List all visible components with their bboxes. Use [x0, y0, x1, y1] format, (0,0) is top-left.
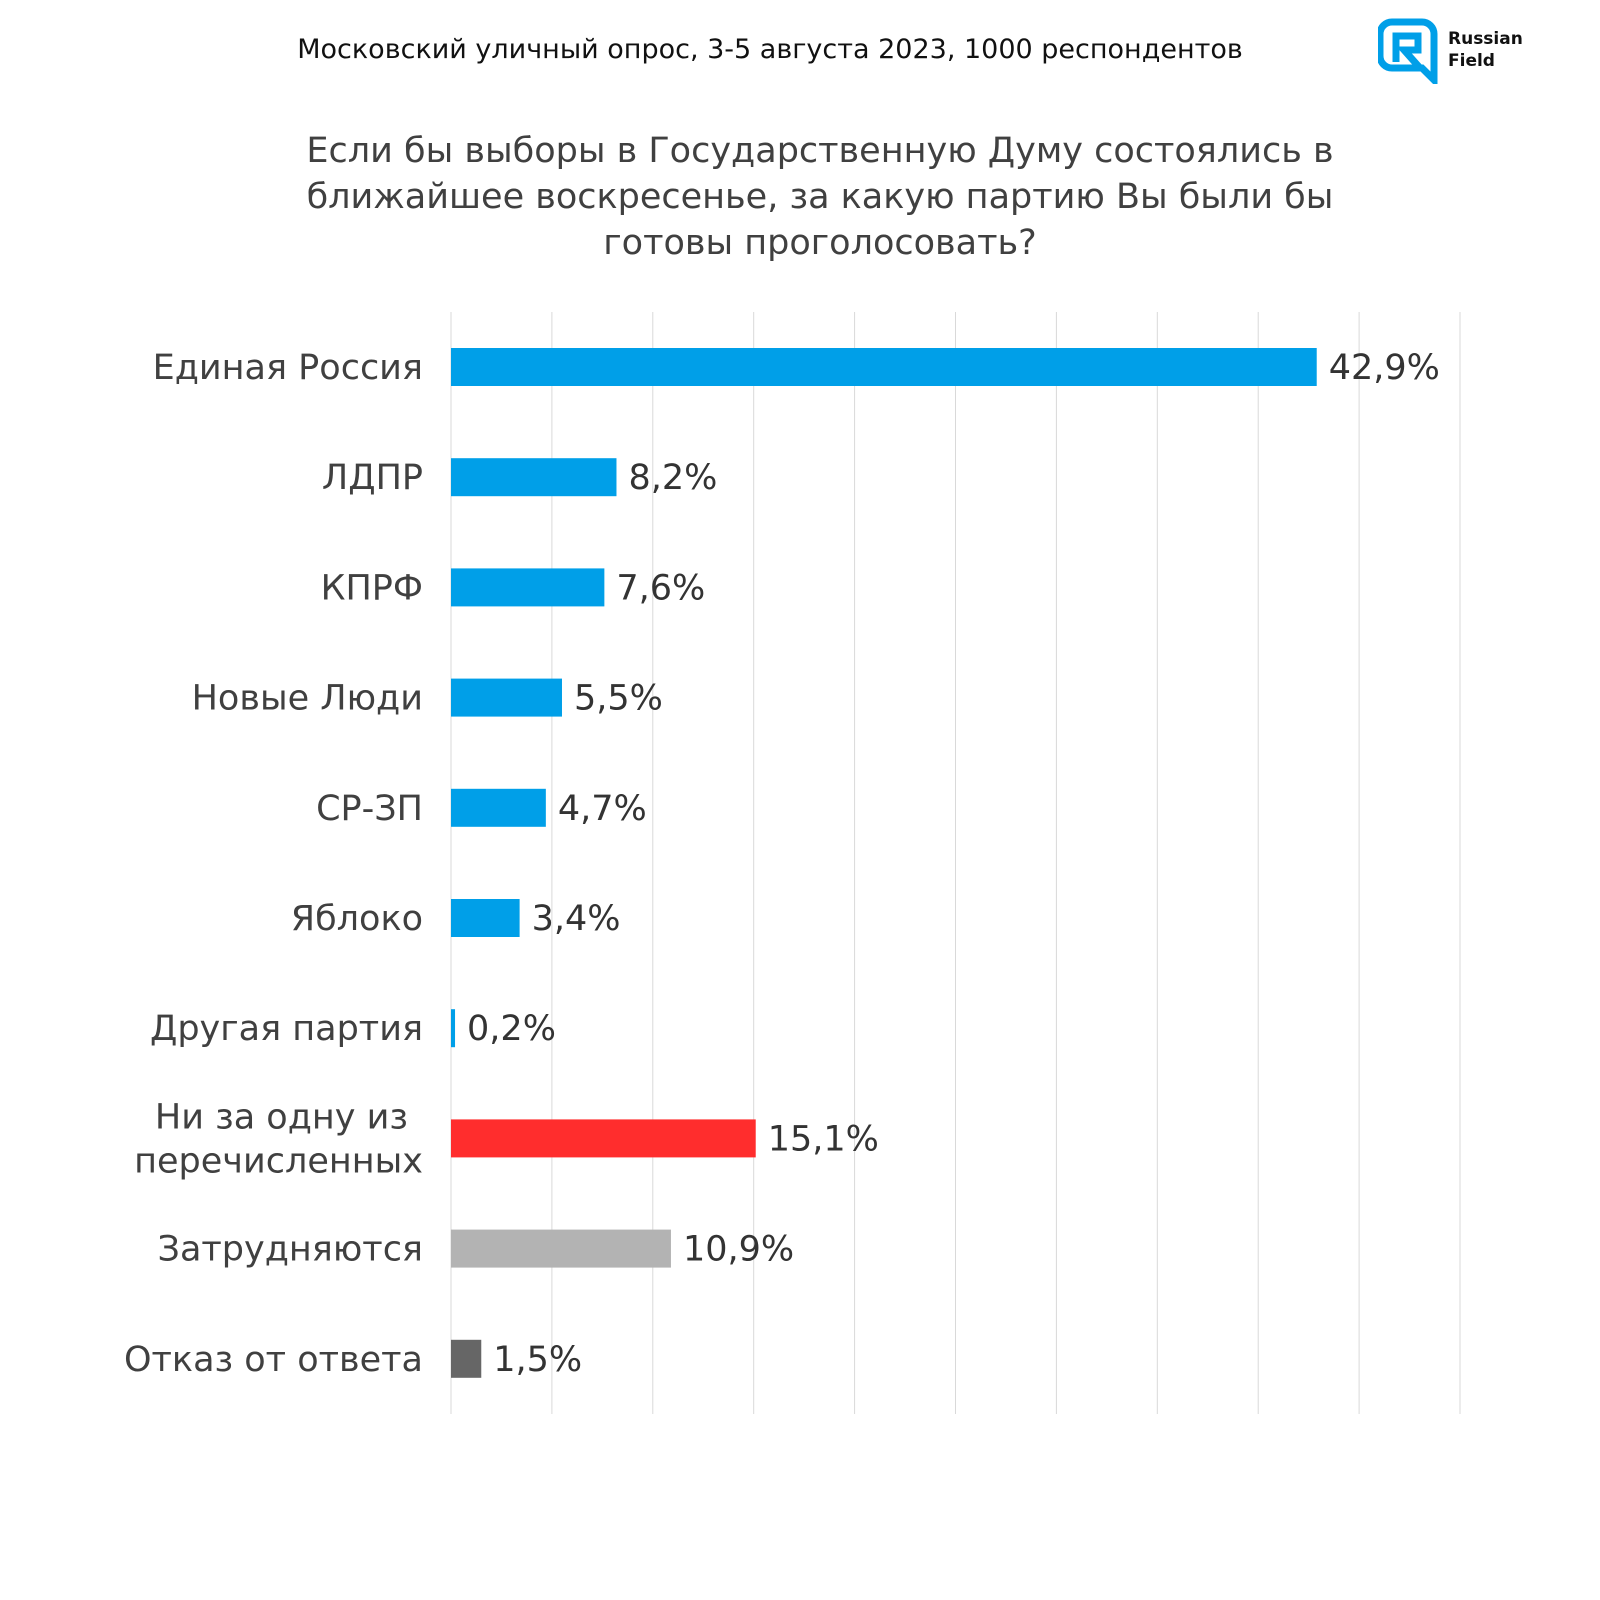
bar [451, 899, 520, 937]
data-label: 3,4% [532, 899, 621, 939]
category-label: Единая Россия [153, 348, 423, 388]
category-label: Ни за одну из [155, 1097, 408, 1137]
bar [451, 1009, 456, 1048]
data-label: 1,5% [493, 1340, 582, 1380]
survey-subtitle: Московский уличный опрос, 3-5 августа 20… [297, 34, 1243, 65]
category-label: КПРФ [321, 568, 423, 608]
category-label: Отказ от ответа [124, 1340, 423, 1380]
data-label: 15,1% [768, 1119, 879, 1159]
bar [451, 568, 605, 607]
bar [451, 1339, 482, 1378]
logo-mark-icon [1376, 18, 1438, 89]
data-label: 10,9% [683, 1230, 794, 1270]
data-label: 7,6% [616, 568, 705, 608]
bar [451, 458, 617, 497]
logo-text-line: Russian [1448, 29, 1523, 49]
data-label: 0,2% [467, 1009, 556, 1049]
bar [451, 678, 562, 717]
data-label: 5,5% [574, 679, 663, 719]
data-label: 8,2% [628, 458, 717, 498]
bar [451, 1119, 756, 1158]
category-label: Затрудняются [158, 1230, 424, 1270]
bar [451, 348, 1317, 386]
bar [451, 1229, 671, 1268]
category-label: Новые Люди [192, 679, 423, 719]
russian-field-logo: Russian Field [1376, 18, 1528, 89]
logo-text-line: Field [1448, 51, 1495, 71]
chart-title-line: ближайшее воскресенье, за какую партию В… [306, 177, 1334, 217]
chart-title-line: готовы проголосовать? [603, 223, 1037, 263]
category-label: перечисленных [134, 1141, 423, 1181]
category-label: Яблоко [291, 899, 423, 939]
chart-title: Если бы выборы в Государственную Думу со… [250, 128, 1390, 266]
category-label: Другая партия [150, 1009, 423, 1049]
data-label: 4,7% [558, 789, 647, 829]
category-label: ЛДПР [322, 458, 423, 498]
data-label: 42,9% [1329, 348, 1440, 388]
chart-title-line: Если бы выборы в Государственную Думу со… [306, 131, 1334, 171]
category-label: СР-ЗП [316, 789, 423, 829]
bar [451, 788, 546, 827]
